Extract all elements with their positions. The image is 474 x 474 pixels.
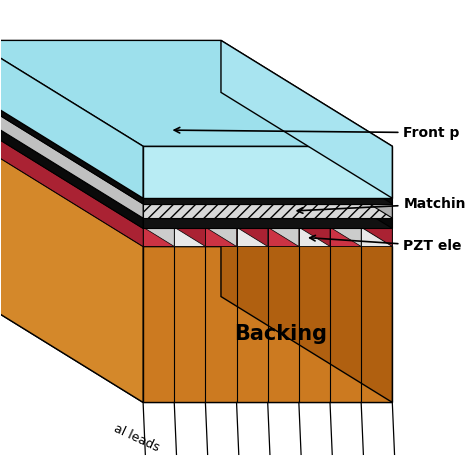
Polygon shape: [128, 123, 299, 246]
Polygon shape: [143, 228, 174, 246]
Polygon shape: [0, 98, 143, 218]
Polygon shape: [221, 92, 392, 204]
Text: Front p: Front p: [174, 126, 460, 140]
Polygon shape: [0, 112, 392, 218]
Polygon shape: [190, 123, 361, 246]
Polygon shape: [174, 228, 205, 246]
Polygon shape: [0, 123, 174, 228]
Polygon shape: [221, 112, 392, 228]
Polygon shape: [221, 141, 392, 402]
Polygon shape: [34, 123, 237, 228]
Polygon shape: [143, 218, 392, 228]
Text: al leads: al leads: [112, 422, 162, 454]
Polygon shape: [143, 246, 392, 402]
Polygon shape: [330, 228, 361, 246]
Polygon shape: [190, 123, 392, 228]
Polygon shape: [268, 228, 299, 246]
Polygon shape: [221, 40, 392, 198]
Polygon shape: [96, 123, 268, 246]
Polygon shape: [0, 141, 143, 402]
Polygon shape: [128, 123, 330, 228]
Polygon shape: [0, 40, 143, 198]
Polygon shape: [96, 123, 299, 228]
Polygon shape: [65, 123, 237, 246]
Polygon shape: [205, 228, 237, 246]
Polygon shape: [0, 40, 392, 146]
Polygon shape: [237, 228, 268, 246]
Polygon shape: [159, 123, 361, 228]
Polygon shape: [221, 123, 392, 246]
Polygon shape: [221, 98, 392, 218]
Polygon shape: [65, 123, 268, 228]
Polygon shape: [0, 92, 143, 204]
Text: PZT ele: PZT ele: [310, 236, 462, 253]
Polygon shape: [0, 123, 143, 246]
Polygon shape: [0, 141, 392, 246]
Polygon shape: [143, 204, 392, 218]
Polygon shape: [143, 198, 392, 204]
Polygon shape: [361, 228, 392, 246]
Polygon shape: [299, 228, 330, 246]
Polygon shape: [0, 112, 143, 228]
Polygon shape: [0, 98, 392, 204]
Polygon shape: [3, 123, 205, 228]
Text: Backing: Backing: [235, 324, 328, 344]
Polygon shape: [0, 297, 392, 402]
Polygon shape: [34, 123, 205, 246]
Text: Matchin: Matchin: [297, 197, 466, 213]
Polygon shape: [0, 92, 392, 198]
Polygon shape: [3, 123, 174, 246]
Polygon shape: [143, 146, 392, 198]
Polygon shape: [159, 123, 330, 246]
